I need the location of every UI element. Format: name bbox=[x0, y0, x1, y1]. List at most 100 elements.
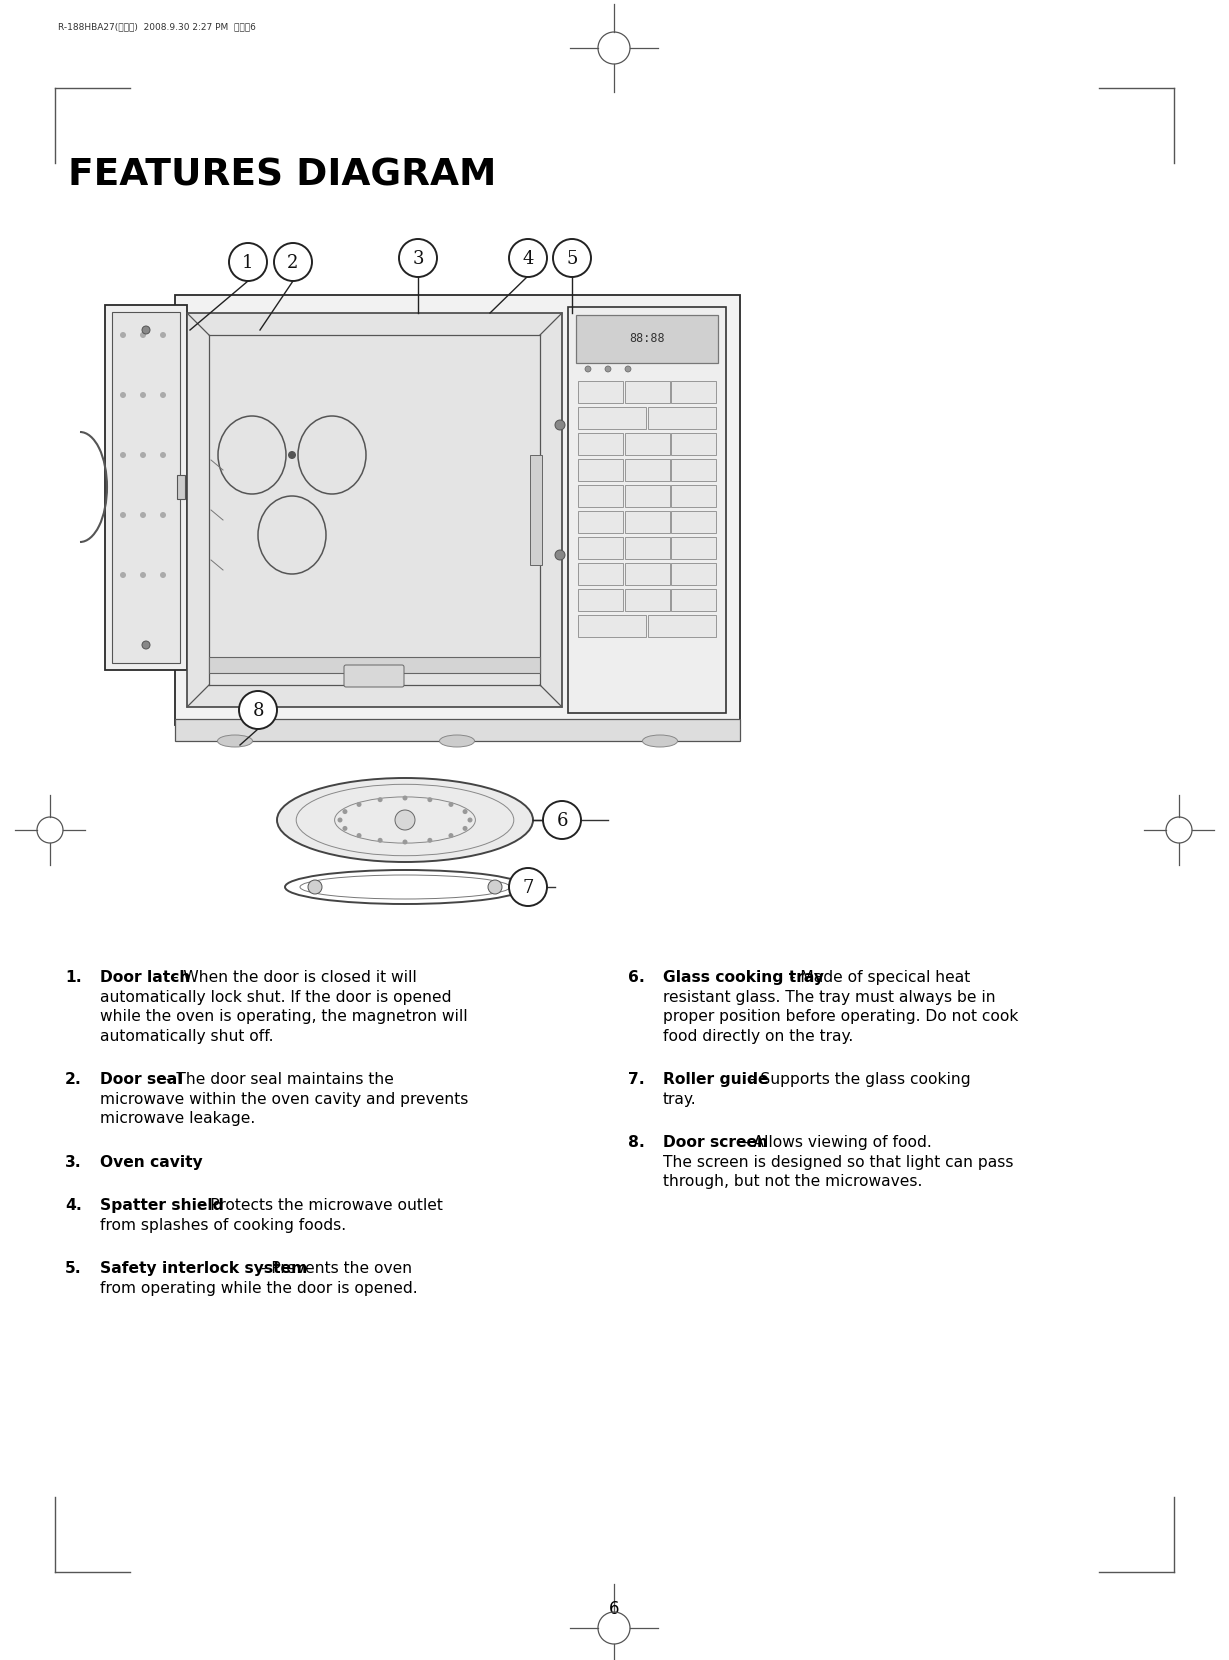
Text: Oven cavity: Oven cavity bbox=[100, 1154, 203, 1170]
Circle shape bbox=[403, 795, 408, 800]
Circle shape bbox=[428, 838, 433, 843]
Bar bbox=[624, 382, 670, 403]
Bar bbox=[624, 563, 670, 584]
Text: 6: 6 bbox=[608, 1600, 619, 1618]
Text: 1: 1 bbox=[242, 254, 253, 272]
Bar bbox=[175, 295, 740, 725]
Bar bbox=[624, 536, 670, 559]
Bar bbox=[568, 307, 726, 714]
Circle shape bbox=[140, 511, 146, 518]
Circle shape bbox=[120, 573, 127, 578]
Circle shape bbox=[238, 691, 277, 729]
Bar bbox=[671, 433, 717, 455]
Circle shape bbox=[403, 840, 408, 845]
Bar bbox=[177, 475, 186, 500]
Text: resistant glass. The tray must always be in: resistant glass. The tray must always be… bbox=[662, 989, 995, 1004]
Circle shape bbox=[509, 239, 547, 277]
Bar bbox=[578, 589, 623, 611]
Text: - The door seal maintains the: - The door seal maintains the bbox=[161, 1072, 395, 1087]
Circle shape bbox=[556, 549, 565, 559]
Circle shape bbox=[543, 802, 581, 838]
Circle shape bbox=[488, 880, 501, 895]
Bar bbox=[624, 589, 670, 611]
Text: proper position before operating. Do not cook: proper position before operating. Do not… bbox=[662, 1009, 1019, 1024]
Circle shape bbox=[229, 242, 267, 281]
Text: The screen is designed so that light can pass: The screen is designed so that light can… bbox=[662, 1154, 1014, 1170]
Text: Spatter shield: Spatter shield bbox=[100, 1199, 224, 1213]
Bar bbox=[624, 433, 670, 455]
Circle shape bbox=[605, 365, 611, 372]
Bar bbox=[624, 511, 670, 533]
Circle shape bbox=[160, 332, 166, 339]
Circle shape bbox=[377, 797, 382, 802]
Bar bbox=[209, 657, 540, 672]
Bar bbox=[104, 305, 187, 671]
Text: - When the door is closed it will: - When the door is closed it will bbox=[168, 969, 417, 984]
Bar bbox=[671, 460, 717, 481]
Bar bbox=[671, 485, 717, 506]
Circle shape bbox=[395, 810, 415, 830]
Text: - Supports the glass cooking: - Supports the glass cooking bbox=[745, 1072, 970, 1087]
Circle shape bbox=[143, 325, 150, 334]
Bar bbox=[671, 511, 717, 533]
Bar bbox=[671, 563, 717, 584]
Text: - Made of specical heat: - Made of specical heat bbox=[785, 969, 971, 984]
Text: 1.: 1. bbox=[65, 969, 82, 984]
Text: 5: 5 bbox=[567, 251, 578, 267]
Circle shape bbox=[160, 452, 166, 458]
Circle shape bbox=[274, 242, 312, 281]
Bar bbox=[578, 460, 623, 481]
Circle shape bbox=[449, 833, 454, 838]
Circle shape bbox=[120, 392, 127, 398]
Ellipse shape bbox=[440, 735, 474, 747]
Text: - Protects the microwave outlet: - Protects the microwave outlet bbox=[195, 1199, 444, 1213]
Text: 6: 6 bbox=[557, 812, 568, 830]
Circle shape bbox=[160, 573, 166, 578]
Text: Door seal: Door seal bbox=[100, 1072, 182, 1087]
Text: from operating while the door is opened.: from operating while the door is opened. bbox=[100, 1280, 418, 1295]
Bar bbox=[578, 382, 623, 403]
Text: 7: 7 bbox=[522, 880, 533, 896]
Circle shape bbox=[553, 239, 591, 277]
Bar bbox=[578, 407, 646, 428]
Text: 8.: 8. bbox=[628, 1135, 645, 1150]
Bar bbox=[648, 407, 717, 428]
Text: microwave within the oven cavity and prevents: microwave within the oven cavity and pre… bbox=[100, 1092, 468, 1107]
Bar bbox=[578, 485, 623, 506]
Text: 6.: 6. bbox=[628, 969, 645, 984]
Text: Glass cooking tray: Glass cooking tray bbox=[662, 969, 823, 984]
Text: - Prevents the oven: - Prevents the oven bbox=[257, 1262, 413, 1277]
Circle shape bbox=[343, 827, 348, 832]
Bar bbox=[578, 563, 623, 584]
Circle shape bbox=[356, 833, 361, 838]
Bar bbox=[187, 314, 562, 707]
Text: automatically lock shut. If the door is opened: automatically lock shut. If the door is … bbox=[100, 989, 451, 1004]
Text: 8: 8 bbox=[252, 702, 264, 720]
Circle shape bbox=[120, 452, 127, 458]
Circle shape bbox=[462, 808, 467, 813]
Circle shape bbox=[338, 817, 343, 822]
Bar bbox=[576, 315, 718, 364]
Bar bbox=[578, 511, 623, 533]
Circle shape bbox=[160, 511, 166, 518]
Text: 2: 2 bbox=[288, 254, 299, 272]
Circle shape bbox=[449, 802, 454, 807]
Circle shape bbox=[288, 452, 296, 460]
Circle shape bbox=[308, 880, 322, 895]
Bar bbox=[578, 536, 623, 559]
Text: 5.: 5. bbox=[65, 1262, 82, 1277]
Circle shape bbox=[120, 511, 127, 518]
Circle shape bbox=[467, 817, 472, 822]
Text: Safety interlock system: Safety interlock system bbox=[100, 1262, 307, 1277]
Circle shape bbox=[585, 365, 591, 372]
Circle shape bbox=[160, 392, 166, 398]
Bar bbox=[578, 433, 623, 455]
Circle shape bbox=[140, 573, 146, 578]
Text: 7.: 7. bbox=[628, 1072, 645, 1087]
Text: through, but not the microwaves.: through, but not the microwaves. bbox=[662, 1174, 923, 1189]
Bar bbox=[578, 614, 646, 637]
Bar bbox=[112, 312, 179, 662]
Circle shape bbox=[428, 797, 433, 802]
Circle shape bbox=[377, 838, 382, 843]
Bar bbox=[648, 614, 717, 637]
